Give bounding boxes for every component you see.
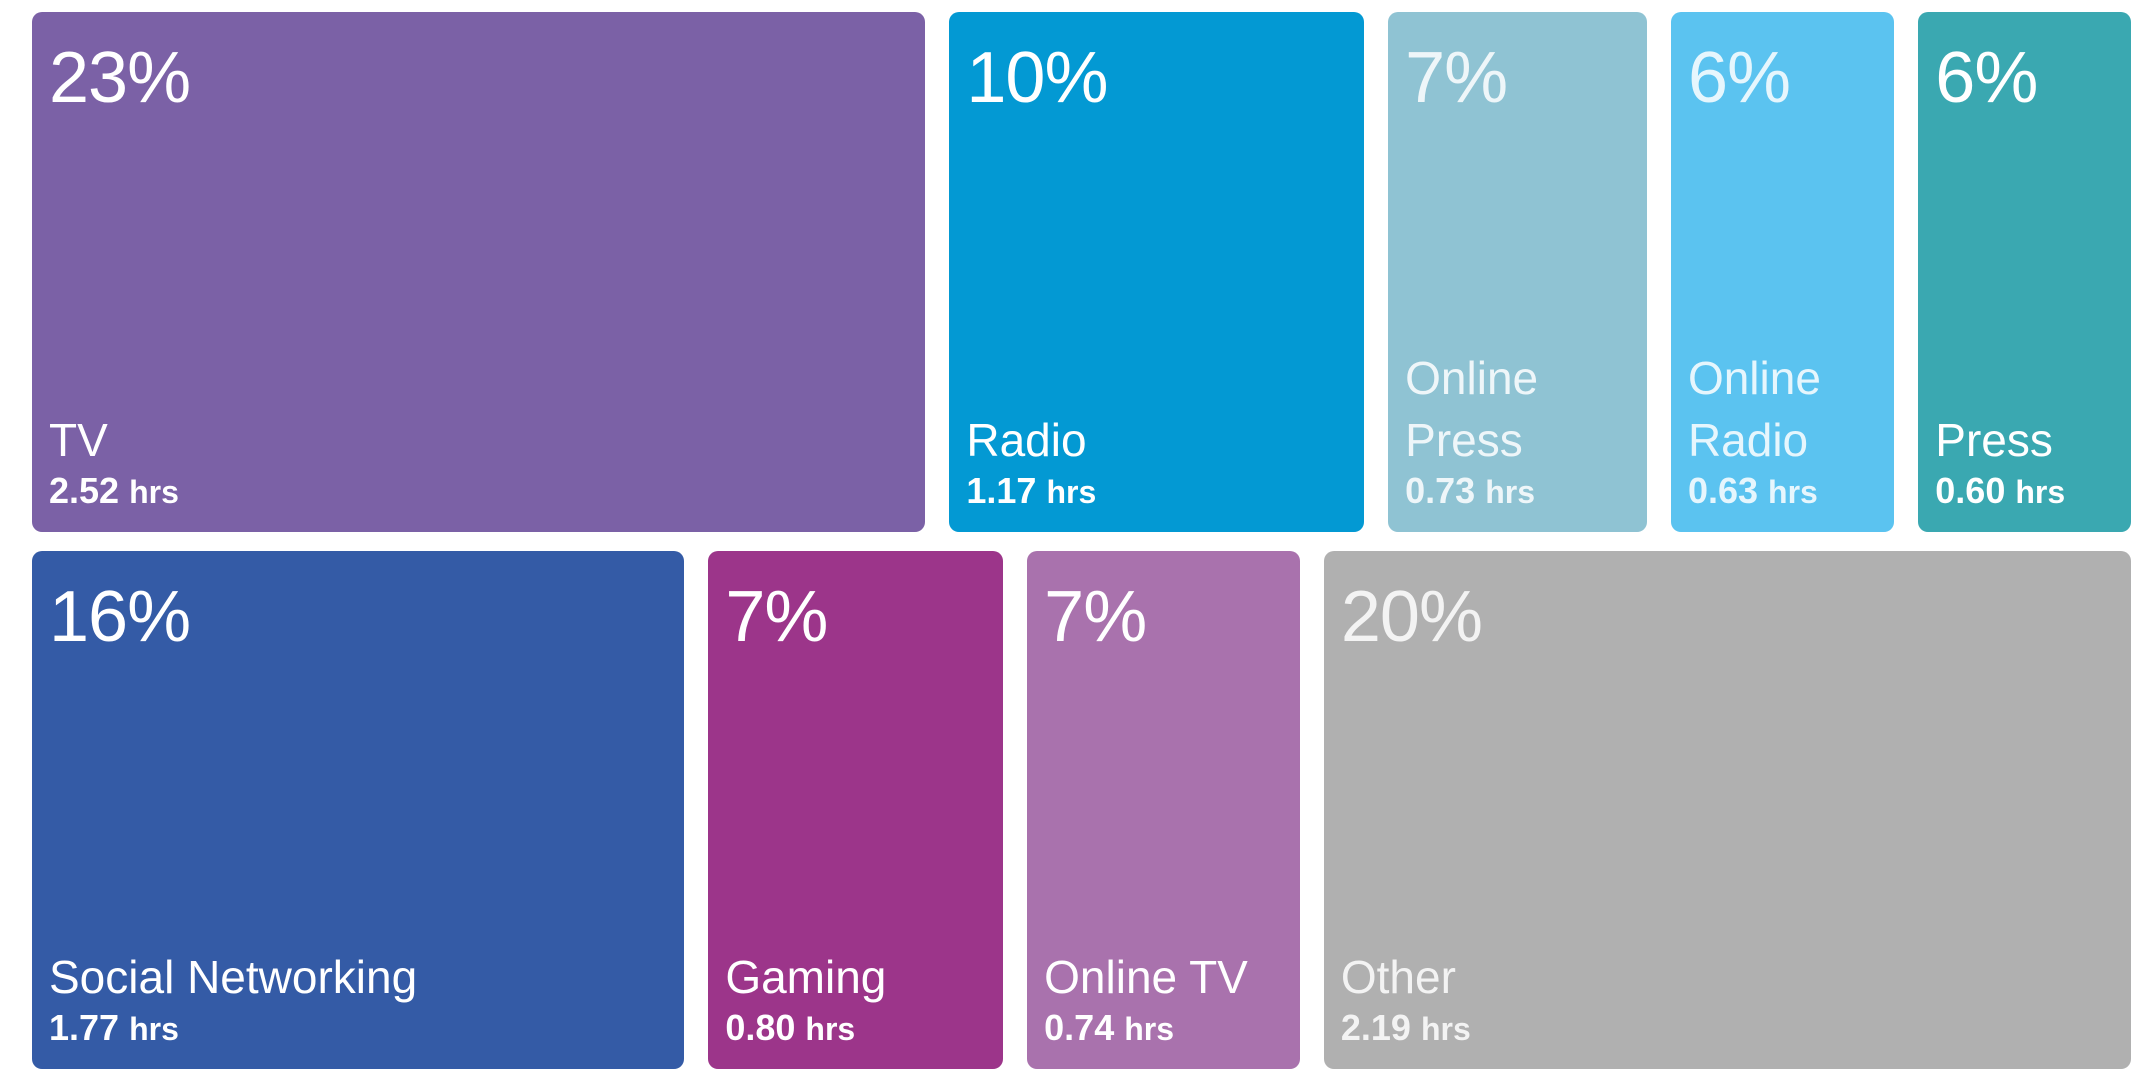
percent-label: 6%	[1687, 38, 1791, 118]
hours-value: 1.17	[966, 470, 1037, 511]
treemap-cell: 6% Online Radio 0.63 hrs	[1670, 12, 1895, 532]
percent-label: 20%	[1340, 577, 1483, 657]
hours-unit: hrs	[1420, 1011, 1471, 1047]
hours-label: 0.63 hrs	[1688, 471, 1877, 512]
percent-label: 6%	[1935, 38, 2038, 118]
percent-label: 7%	[1044, 577, 1147, 657]
hours-value: 2.52	[49, 470, 120, 511]
hours-value: 2.19	[1340, 1007, 1411, 1048]
category-label: Radio	[966, 414, 1087, 466]
hours-label: 2.52 hrs	[49, 471, 908, 512]
hours-unit: hrs	[1124, 1011, 1175, 1047]
treemap-cell: 16% Social Networking 1.77 hrs	[32, 551, 685, 1069]
treemap-cell: 6% Press 0.60 hrs	[1918, 12, 2131, 532]
category-label: Other	[1340, 951, 1456, 1003]
hours-value: 0.63	[1687, 470, 1759, 511]
hours-value: 0.74	[1044, 1007, 1115, 1048]
hours-label: 1.77 hrs	[49, 1008, 667, 1049]
hours-label: 0.80 hrs	[725, 1008, 986, 1049]
hours-unit: hrs	[805, 1011, 856, 1047]
hours-value: 0.80	[725, 1007, 796, 1048]
hours-unit: hrs	[1768, 474, 1818, 510]
hours-value: 0.60	[1935, 470, 2006, 511]
category-label: Social Networking	[49, 951, 418, 1003]
hours-unit: hrs	[1046, 474, 1097, 510]
category-label: Gaming	[725, 951, 887, 1003]
percent-label: 16%	[49, 577, 191, 657]
category-label: TV	[49, 414, 108, 466]
percent-label: 7%	[1405, 38, 1508, 118]
category-label: Online Radio	[1687, 352, 1821, 466]
treemap-cell: 20% Other 2.19 hrs	[1323, 551, 2131, 1069]
category-label: Press	[1935, 414, 2053, 466]
treemap-cell: 7% Online TV 0.74 hrs	[1027, 551, 1300, 1069]
percent-label: 10%	[966, 38, 1108, 118]
hours-value: 0.73	[1405, 470, 1476, 511]
treemap-cell: 7% Gaming 0.80 hrs	[708, 551, 1004, 1069]
hours-unit: hrs	[129, 1011, 179, 1047]
hours-label: 0.74 hrs	[1044, 1008, 1283, 1049]
category-label: Online TV	[1044, 951, 1248, 1003]
category-label: Online Press	[1405, 352, 1539, 466]
hours-unit: hrs	[129, 474, 179, 510]
treemap-cell: 10% Radio 1.17 hrs	[949, 12, 1365, 532]
hours-label: 2.19 hrs	[1341, 1008, 2114, 1049]
hours-unit: hrs	[1485, 474, 1536, 510]
hours-unit: hrs	[2015, 474, 2066, 510]
hours-value: 1.77	[49, 1007, 120, 1048]
hours-label: 1.17 hrs	[966, 471, 1347, 512]
hours-label: 0.60 hrs	[1935, 471, 2114, 512]
percent-label: 7%	[725, 577, 828, 657]
hours-label: 0.73 hrs	[1405, 471, 1630, 512]
treemap-cell: 7% Online Press 0.73 hrs	[1388, 12, 1647, 532]
percent-label: 23%	[49, 38, 191, 118]
treemap-cell: 23% TV 2.52 hrs	[32, 12, 926, 532]
